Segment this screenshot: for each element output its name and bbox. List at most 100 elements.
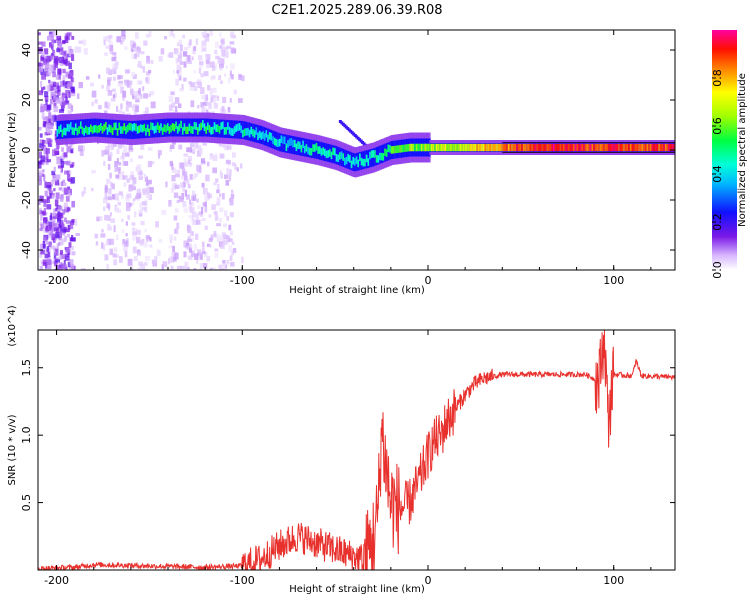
- spectrogram-noise-cell: [61, 181, 64, 187]
- spectrogram-noise-cell: [67, 233, 71, 238]
- spectrogram-ridge-cell: [459, 143, 462, 152]
- spectrogram-noise-cell: [187, 60, 192, 64]
- spectrogram-ridge-cell: [347, 153, 350, 162]
- spectrogram-noise-cell: [228, 238, 233, 242]
- spectrogram-noise-cell: [56, 57, 60, 62]
- spectrogram-noise-cell: [69, 71, 74, 77]
- spectrogram-ridge-cell: [115, 122, 118, 130]
- spectrogram-ridge-cell: [292, 139, 295, 148]
- spectrogram-noise-cell: [81, 268, 86, 270]
- spectrogram-ridge-cell: [374, 150, 377, 158]
- spectrogram-ridge-cell: [477, 143, 481, 152]
- spectrogram-ridge-cell: [334, 148, 337, 156]
- spectrogram-ridge-cell: [146, 124, 150, 132]
- spectrogram-ridge-cell: [631, 143, 634, 152]
- spectrogram-ridge-cell: [71, 127, 75, 135]
- spectrogram-noise-cell: [65, 195, 70, 202]
- spectrogram-ridge-cell: [501, 143, 504, 152]
- spectrogram-noise-cell: [189, 162, 193, 167]
- spectrogram-ridge-cell: [78, 126, 81, 134]
- spectrogram-noise-cell: [42, 241, 46, 248]
- spectrogram-ridge-cell: [496, 143, 499, 152]
- spectrogram-noise-cell: [113, 76, 116, 81]
- spectrogram-noise-cell: [46, 204, 52, 210]
- spectrogram-ridge-cell: [330, 151, 334, 160]
- spectrogram-noise-cell: [52, 174, 57, 182]
- spectrogram-noise-cell: [196, 164, 202, 172]
- spectrogram-noise-cell: [70, 149, 73, 154]
- spectrogram-noise-cell: [149, 237, 152, 242]
- spectrogram-ridge-cell: [195, 122, 198, 130]
- spectrogram-ridge-cell: [556, 143, 559, 152]
- spectrogram-ridge-cell: [571, 143, 574, 152]
- spectrogram-noise-cell: [222, 239, 228, 245]
- spectrogram-ridge-cell: [145, 128, 148, 136]
- spectrogram-ridge-cell: [425, 143, 429, 152]
- spectrogram-noise-cell: [54, 179, 60, 186]
- spectrogram-ridge-cell: [466, 143, 469, 152]
- spectrogram-noise-cell: [49, 81, 53, 86]
- spectrogram-ridge-cell: [566, 143, 569, 152]
- spectrogram-noise-cell: [71, 200, 76, 208]
- spectrogram-ridge-cell: [573, 143, 576, 152]
- spectrogram-noise-cell: [191, 211, 197, 218]
- spectrogram-ridge-cell: [207, 122, 210, 130]
- spectrogram-noise-cell: [142, 86, 145, 92]
- spectrogram-noise-cell: [196, 260, 199, 264]
- spectrogram-noise-cell: [98, 105, 102, 110]
- spectrogram-noise-cell: [169, 234, 174, 241]
- spectrogram-noise-cell: [241, 75, 245, 82]
- spectrogram-noise-cell: [38, 161, 42, 169]
- spectrogram-ridge-cell: [586, 143, 589, 152]
- spectrogram-ridge-cell: [427, 143, 431, 152]
- spectrogram-noise-cell: [39, 143, 44, 149]
- spectrogram-noise-cell: [67, 103, 72, 110]
- spectrogram-ridge-cell: [589, 143, 593, 152]
- spectrogram-noise-cell: [238, 74, 242, 81]
- spectrogram-ridge-cell: [138, 125, 141, 133]
- spectrogram-ridge-cell: [623, 143, 626, 152]
- spectrogram-noise-cell: [55, 248, 59, 256]
- spectrogram-noise-cell: [225, 65, 228, 69]
- spectrogram-ridge-cell: [74, 123, 78, 131]
- spectrogram-ridge-cell: [116, 128, 120, 136]
- spectrogram-noise-cell: [229, 230, 233, 236]
- spectrogram-ridge-cell: [185, 126, 188, 135]
- spectrogram-noise-cell: [55, 264, 61, 270]
- spectrogram-noise-cell: [47, 56, 50, 64]
- spectrogram-ridge-cell: [656, 143, 660, 152]
- spectrogram-noise-cell: [201, 182, 205, 188]
- colorbar-ticks: 0.0 0.2 0.4 0.6 0.8: [711, 69, 724, 279]
- spectrogram-noise-cell: [107, 102, 111, 107]
- spectrogram-ridge-cell: [140, 124, 143, 132]
- spectrogram-ridge-cell: [322, 147, 325, 155]
- spectrogram-noise-cell: [58, 68, 62, 75]
- spectrogram-noise-cell: [118, 75, 123, 80]
- spectrogram-noise-cell: [70, 177, 76, 184]
- spectrogram-ridge-cell: [646, 143, 649, 152]
- spectrogram-noise-cell: [172, 245, 175, 253]
- spectrogram-noise-cell: [138, 95, 141, 100]
- spectrogram-noise-cell: [71, 245, 74, 251]
- spectrogram-noise-cell: [103, 206, 106, 212]
- spectrogram-noise-cell: [50, 179, 55, 185]
- spectrogram-ridge-cell: [402, 144, 405, 153]
- spectrogram-ridge-cell: [295, 143, 298, 152]
- spectrogram-noise-cell: [62, 80, 65, 86]
- spectrogram-ridge-cell: [307, 146, 310, 155]
- spectrogram-noise-cell: [55, 228, 59, 234]
- spectrogram-noise-cell: [51, 170, 56, 176]
- spectrogram-noise-cell: [65, 220, 71, 224]
- spectrogram-noise-cell: [91, 187, 94, 192]
- x-tick-label: -200: [44, 274, 69, 287]
- spectrogram-noise-cell: [133, 228, 138, 235]
- spectrogram-noise-cell: [223, 264, 227, 270]
- spectrogram-ridge-cell: [96, 125, 100, 134]
- spectrogram-noise-cell: [122, 175, 128, 180]
- spectrogram-noise-cell: [193, 267, 197, 270]
- spectrogram-noise-cell: [169, 160, 174, 167]
- spectrogram-ridge-cell: [165, 124, 168, 133]
- spectrogram-noise-cell: [107, 164, 111, 170]
- spectrogram-noise-cell: [217, 184, 220, 190]
- spectrogram-noise-cell: [134, 195, 138, 200]
